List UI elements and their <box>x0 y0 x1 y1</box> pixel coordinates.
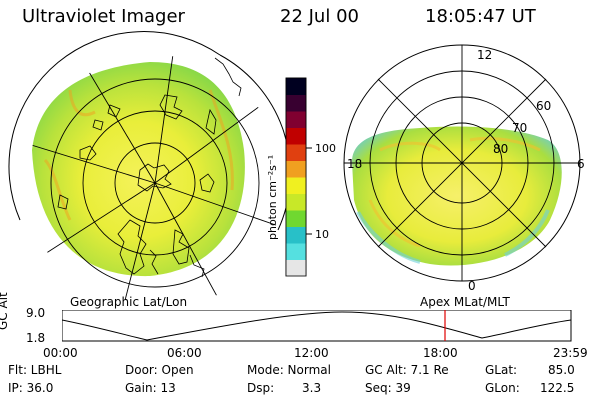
dsp-label: Dsp: <box>247 381 275 395</box>
time-tick-1200: 12:00 <box>294 346 329 360</box>
altitude-plot <box>62 310 572 342</box>
mlt-label-12: 12 <box>477 48 492 62</box>
imagery-panels: 100 10 photon cm⁻²s⁻¹ 12 18 6 0 60 70 80 <box>8 31 585 300</box>
altitude-axis-label: GC Alt <box>0 292 10 330</box>
mlt-label-0: 0 <box>468 279 476 293</box>
colorbar-cell <box>286 193 306 211</box>
altitude-max: 9.0 <box>26 306 46 320</box>
colorbar-cell <box>286 127 306 145</box>
mlat-label-80: 80 <box>493 142 508 156</box>
colorbar-cell <box>286 177 306 194</box>
mlat-label-70: 70 <box>512 121 527 135</box>
door-info: Door: Open <box>125 363 194 377</box>
colorbar-cell <box>286 94 306 112</box>
magnetic-caption: Apex MLat/MLT <box>420 295 510 309</box>
colorbar-cell <box>286 144 306 161</box>
colorbar: 100 10 photon cm⁻²s⁻¹ <box>266 77 336 277</box>
glon-label: GLon: <box>485 381 520 395</box>
mode-info: Mode: Normal <box>247 363 331 377</box>
auroral-image-right <box>352 126 562 266</box>
ip-info: IP: 36.0 <box>8 381 54 395</box>
colorbar-tick-100: 100 <box>315 142 336 155</box>
time-tick-2359: 23:59 <box>553 346 588 360</box>
glat-value: 85.0 <box>548 363 575 377</box>
colorbar-cell <box>286 243 306 260</box>
mlat-grid <box>344 45 580 281</box>
colorbar-cell <box>286 226 306 244</box>
colorbar-tick-10: 10 <box>315 228 329 241</box>
mlat-label-60: 60 <box>536 99 551 113</box>
time-tick-0600: 06:00 <box>167 346 202 360</box>
gain-info: Gain: 13 <box>125 381 176 395</box>
colorbar-cell <box>286 259 306 277</box>
time-tick-1800: 18:00 <box>423 346 458 360</box>
colorbar-cell <box>286 78 306 95</box>
seq-info: Seq: 39 <box>365 381 411 395</box>
observation-date: 22 Jul 00 <box>280 6 359 27</box>
geographic-caption: Geographic Lat/Lon <box>70 295 188 309</box>
colorbar-unit-label: photon cm⁻²s⁻¹ <box>266 155 279 240</box>
colorbar-cell <box>286 111 306 128</box>
mlt-label-6: 6 <box>577 157 585 171</box>
mlt-label-18: 18 <box>347 157 362 171</box>
app-title: Ultraviolet Imager <box>22 6 185 27</box>
gc-alt-info: GC Alt: 7.1 Re <box>365 363 449 377</box>
glon-value: 122.5 <box>540 381 575 395</box>
magnetic-polar-plot: 12 18 6 0 60 70 80 <box>343 44 585 293</box>
glat-label: GLat: <box>485 363 518 377</box>
colorbar-cell <box>286 160 306 178</box>
colorbar-cell <box>286 210 306 227</box>
dsp-value: 3.3 <box>302 381 322 395</box>
geographic-map <box>8 31 291 300</box>
observation-time: 18:05:47 UT <box>425 6 536 27</box>
altitude-min: 1.8 <box>26 331 46 345</box>
time-tick-0000: 00:00 <box>43 346 78 360</box>
filter-info: Flt: LBHL <box>8 363 62 377</box>
